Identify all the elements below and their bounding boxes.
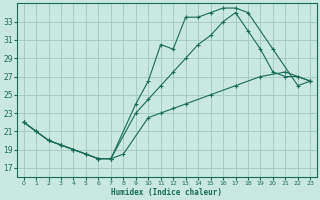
X-axis label: Humidex (Indice chaleur): Humidex (Indice chaleur)	[111, 188, 222, 197]
